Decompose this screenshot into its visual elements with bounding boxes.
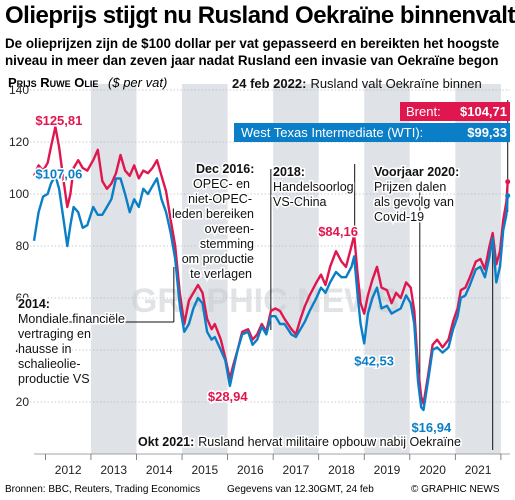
y-tick-140: 140 [9,83,29,97]
annotation-1-line-4: overeen- [205,222,254,236]
annotation-1: Dec 2016: OPEC- en niet-OPEC-leden bereike… [172,162,254,281]
annotation-4-text: Rusland hervat militaire opbouw nabij Oe… [198,435,461,449]
year-label-2018: 2018 [328,463,355,477]
legend-date: 24 feb 2022: Rusland valt Oekraïne binnen [232,76,482,91]
price-lines [32,125,511,412]
annotation-0-line-1: Mondiale financiële [18,312,125,326]
year-label-2017: 2017 [283,463,310,477]
annotation-1-line-1: OPEC- en [193,177,250,191]
y-tick-60: 60 [16,291,30,305]
annotation-2-line-0: 2018: [273,165,305,179]
annotation-0-line-2: vertraging en [18,327,91,341]
annotation-0-line-4: schalieolie- [18,357,81,371]
annotation-1-line-3: leden bereiken [172,207,254,221]
year-band-2015 [182,84,228,454]
value-label-0: $125,81 [35,113,82,128]
legend-wti-box [234,123,510,142]
year-band-2019 [364,84,410,454]
chart-title-text: Prijs Ruwe Olie [8,75,98,90]
year-band-2013 [90,84,137,454]
year-label-2020: 2020 [419,463,446,477]
y-tick-120: 120 [9,135,29,149]
chart-title: Prijs Ruwe Olie ($ per vat) [8,75,167,90]
annotation-2-line-2: VS-China [273,195,327,209]
svg-text:Prijs Ruwe Olie ($ per v: Prijs Ruwe Olie ($ per vat) [8,75,167,90]
y-tick-80: 80 [16,239,30,253]
year-label-2015: 2015 [191,463,218,477]
headline: Olieprijs stijgt nu Rusland Oekraïne bin… [5,2,515,29]
year-label-2012: 2012 [55,463,82,477]
annotation-1-line-0: Dec 2016: [196,162,254,176]
legend-brent-value: $104,71 [460,104,507,119]
annotation-0-line-5: productie VS [18,372,90,386]
chart-unit-text: ($ per vat) [108,75,167,90]
value-label-5: $16,94 [411,420,452,435]
y-tick-20: 20 [16,395,30,409]
y-tick-100: 100 [9,187,29,201]
x-axis-year-labels: 2012 2013 2014 2015 2016 2017 2018 2019 2020 2021 [55,463,492,477]
annotation-0-line-3: hausse in [18,342,72,356]
wti-end-dot [505,193,511,199]
legend-brent-label: Brent: [406,104,441,119]
annotation-3-line-2: als gevolg van [374,195,454,209]
annotation-1-line-6: om productie [182,252,254,266]
subheadline: De olieprijzen zijn de $100 dollar per v… [5,35,513,69]
year-band-2017 [273,84,319,454]
annotation-leaders [36,100,509,450]
value-label-1: $107,06 [35,167,82,182]
watermark: GRAPHIC NEWS [131,282,399,320]
legend-date-label: 24 feb 2022: [232,76,306,91]
value-label-4: $42,53 [354,353,394,368]
annotation-3-line-0: Voorjaar 2020: [374,165,459,179]
footer-brand: © GRAPHIC NEWS [411,484,500,495]
annotation-2-line-1: Handelsoorlog [273,180,354,194]
legend-date-text: Rusland valt Oekraïne binnen [310,76,481,91]
annotation-3: Voorjaar 2020: Prijzen dalen als gevolg va… [374,165,459,224]
annotation-3-line-3: Covid-19 [374,210,424,224]
footer-generated: Gegevens van 12.30GMT, 24 feb [227,484,374,495]
brent-end-dot [505,179,511,185]
legend-wti-value: $99,33 [467,125,507,140]
brent-line [32,125,509,405]
annotation-1-line-7: te verlagen [190,267,252,281]
subheadline-line-1: De olieprijzen zijn de $100 dollar per v… [5,36,500,51]
subheadline-line-2: niveau in meer dan zeven jaar nadat Rusl… [5,53,499,68]
legend-brent-box [400,102,510,121]
value-labels: $125,81 $107,06 $84,16 $28,94 $42,53 $16,94 [34,111,454,436]
value-label-2: $84,16 [318,224,358,239]
annotation-4-label: Okt 2021: [138,435,194,449]
y-axis-tick-labels: 20 40 60 80 100 120 140 [9,83,29,409]
annotation-2: 2018: Handelsoorlog VS-China [273,165,354,209]
annotation-1-line-2: niet-OPEC- [188,192,252,206]
year-label-2019: 2019 [374,463,401,477]
peak-2018-dot [351,232,357,238]
annotation-3-line-1: Prijzen dalen [374,180,446,194]
footer-sources: Bronnen: BBC, Reuters, Trading Economics [5,484,201,495]
annotation-0-line-0: 2014: [18,297,50,311]
year-label-2014: 2014 [146,463,173,477]
annotation-0: 2014: Mondiale financiële vertraging en hau… [18,297,125,386]
year-label-2013: 2013 [100,463,127,477]
annotations: 2014: Mondiale financiële vertraging en hau… [17,161,463,451]
annotation-1-line-5: stemming [200,237,254,251]
wti-line [32,174,509,412]
annotation-4: Okt 2021: Rusland hervat militaire opbouw… [138,435,461,449]
year-label-2016: 2016 [237,463,264,477]
year-label-2021: 2021 [465,463,492,477]
y-tick-40: 40 [16,343,30,357]
value-label-3: $28,94 [208,389,249,404]
legend-wti-label: West Texas Intermediate (WTI): [241,125,423,140]
legend: 24 feb 2022: Rusland valt Oekraïne binnen… [232,76,510,142]
